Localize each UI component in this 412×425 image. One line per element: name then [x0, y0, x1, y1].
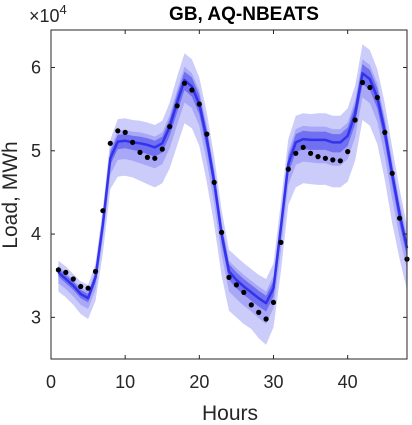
data-point [293, 150, 299, 156]
series-band [58, 44, 408, 345]
data-point [115, 128, 121, 134]
data-point [181, 80, 188, 86]
data-point [337, 158, 343, 164]
data-point [382, 129, 388, 135]
y-tick-label: 6 [31, 57, 41, 77]
data-point [92, 268, 99, 275]
y-multiplier: ×104 [29, 2, 67, 26]
y-multiplier-exponent: 4 [60, 2, 67, 17]
data-point [144, 154, 150, 160]
data-point [352, 117, 358, 123]
data-point [322, 155, 328, 161]
data-point [300, 144, 306, 150]
data-point [315, 154, 321, 160]
data-point [397, 215, 403, 221]
data-point [233, 282, 239, 288]
data-point [122, 129, 128, 135]
y-multiplier-base: ×10 [29, 6, 60, 26]
data-point [189, 87, 195, 93]
data-point [263, 316, 269, 322]
x-tick-label: 10 [115, 372, 135, 392]
y-tick-label: 5 [31, 141, 41, 161]
data-point [85, 285, 91, 291]
data-point [359, 79, 366, 86]
data-point [107, 140, 113, 146]
x-tick-label: 0 [46, 372, 56, 392]
data-point [285, 166, 291, 172]
y-axis-ticks: 3 4 5 6 [31, 57, 407, 327]
x-axis-label: Hours [202, 402, 258, 425]
data-point [256, 309, 262, 315]
x-tick-label: 40 [338, 372, 358, 392]
data-point [330, 157, 336, 163]
x-tick-label: 30 [263, 372, 283, 392]
data-point [196, 101, 202, 107]
data-point [248, 302, 254, 308]
chart-title: GB, AQ-NBEATS [169, 4, 319, 25]
data-point [308, 150, 314, 156]
data-point [211, 179, 217, 185]
data-point [63, 269, 69, 275]
data-point [70, 276, 76, 282]
y-axis-label: Load, MWh [0, 141, 22, 248]
data-point [167, 124, 173, 130]
median-forecast [57, 72, 409, 305]
data-point [278, 239, 284, 245]
series-line [57, 72, 409, 305]
data-point [137, 149, 143, 155]
data-point [374, 94, 380, 101]
observed-points [55, 79, 410, 322]
data-point [367, 84, 373, 91]
data-point [100, 208, 106, 214]
data-point [78, 283, 84, 290]
x-tick-label: 20 [189, 372, 209, 392]
data-point [152, 155, 158, 161]
data-point [174, 103, 180, 109]
data-point [270, 299, 277, 305]
data-point [130, 139, 136, 145]
plot-frame [50, 29, 408, 360]
data-point [389, 170, 395, 176]
data-point [159, 146, 165, 152]
data-point [345, 149, 351, 155]
data-point [219, 229, 225, 235]
y-tick-label: 3 [31, 307, 41, 327]
data-point [204, 131, 210, 137]
data-point [55, 267, 62, 273]
y-tick-label: 4 [31, 224, 41, 244]
data-point [241, 289, 247, 295]
data-point [226, 274, 232, 280]
x-axis-ticks: 0 10 20 30 40 [46, 30, 358, 392]
